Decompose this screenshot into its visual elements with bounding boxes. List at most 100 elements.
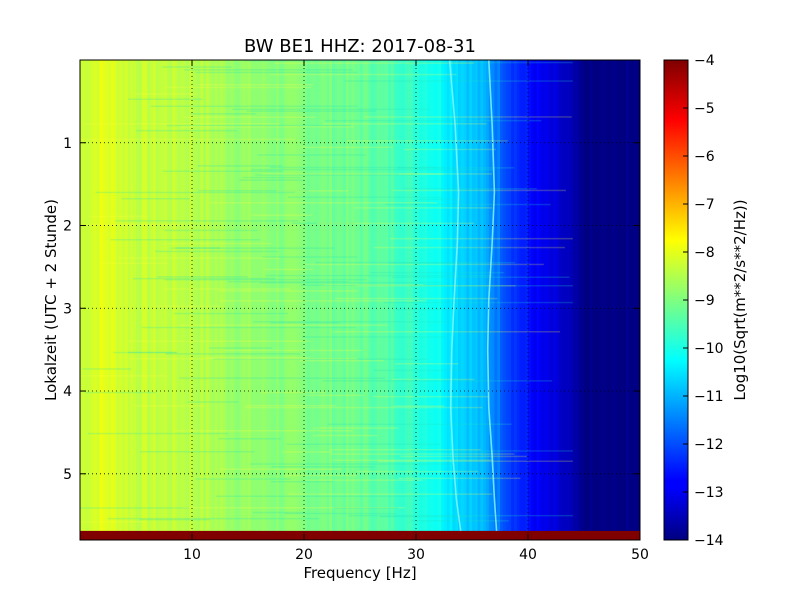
spectral-line <box>486 60 498 532</box>
spectrogram-column <box>614 60 619 540</box>
spectrogram-column <box>626 60 630 540</box>
time-texture-stripe <box>165 353 300 355</box>
time-texture-stripe <box>209 202 438 204</box>
y-tick-label: 1 <box>63 136 72 152</box>
spectrogram-column <box>278 60 283 540</box>
spectrogram-column <box>404 60 409 540</box>
time-texture-stripe <box>322 380 553 382</box>
time-texture-stripe <box>81 375 167 377</box>
spectrogram-column <box>284 60 288 540</box>
spectrogram-column <box>88 60 92 540</box>
spectrogram-column <box>600 60 605 540</box>
time-texture-stripe <box>373 369 463 372</box>
time-texture-stripe <box>306 394 364 397</box>
spectrogram-column <box>133 60 137 540</box>
spectrogram-column <box>458 60 462 540</box>
spectrogram-column <box>371 60 375 540</box>
spectrogram-column <box>203 60 207 540</box>
x-tick-label: 10 <box>183 547 201 563</box>
spectrogram-column <box>329 60 333 540</box>
time-texture-stripe <box>219 300 426 302</box>
spectrogram-column <box>418 60 423 540</box>
time-texture-stripe <box>409 285 573 287</box>
colorbar-tick-label: −5 <box>694 101 715 117</box>
spectrogram-column <box>547 60 551 540</box>
time-texture-stripe <box>373 395 490 398</box>
spectrogram-column <box>273 60 277 540</box>
spectrogram-column <box>152 60 157 540</box>
time-texture-stripe <box>251 214 313 216</box>
time-texture-stripe <box>155 250 279 253</box>
colorbar-label: Log10(Sqrt(m**2/s**2/Hz)) <box>731 199 749 400</box>
spectrogram-column <box>514 60 518 540</box>
time-texture-stripe <box>355 285 516 287</box>
spectrogram-column <box>99 60 103 540</box>
spectrogram-column <box>248 60 252 540</box>
spectrogram-column <box>348 60 353 540</box>
time-texture-stripe <box>370 271 505 274</box>
time-texture-stripe <box>284 474 358 477</box>
spectrogram-column <box>502 60 507 540</box>
spectrogram-column <box>497 60 501 540</box>
spectrogram-column <box>180 60 185 540</box>
spectrogram-column <box>315 60 319 540</box>
spectrogram-column <box>217 60 221 540</box>
spectrogram-column <box>242 60 246 540</box>
time-texture-stripe <box>190 113 256 115</box>
time-texture-stripe <box>164 288 290 290</box>
spectrogram-column <box>612 60 616 540</box>
spectrogram-column <box>169 60 173 540</box>
time-texture-stripe <box>270 322 341 324</box>
spectrogram-column <box>186 60 190 540</box>
spectrogram-column <box>430 60 434 540</box>
spectrogram-column <box>292 60 297 540</box>
spectrogram-column <box>158 60 162 540</box>
spectrogram-column <box>544 60 549 540</box>
plot-frame <box>79 59 641 541</box>
time-texture-stripe <box>392 378 475 381</box>
spectrogram-column <box>379 60 383 540</box>
spectrogram-column <box>290 60 294 540</box>
spectrogram-column <box>519 60 523 540</box>
spectrogram-plot <box>80 60 640 540</box>
spectrogram-column <box>477 60 481 540</box>
spectrogram-column <box>362 60 367 540</box>
spectrogram-column <box>542 60 546 540</box>
spectrogram-column <box>183 60 187 540</box>
spectrogram-column <box>189 60 193 540</box>
spectrogram-column <box>318 60 322 540</box>
time-texture-stripe <box>82 368 132 370</box>
time-texture-stripe <box>139 451 255 453</box>
spectrogram-column <box>388 60 392 540</box>
time-texture-stripe <box>173 312 289 315</box>
spectrogram-column <box>220 60 224 540</box>
colorbar-tick-label: −6 <box>694 149 715 165</box>
spectrogram-column <box>281 60 285 540</box>
spectrogram-column <box>200 60 204 540</box>
x-axis-ticks: 10 20 30 40 50 <box>183 60 649 563</box>
time-texture-stripe <box>305 479 423 481</box>
time-texture-stripe <box>389 262 468 264</box>
time-texture-stripe <box>209 347 272 349</box>
spectrogram-columns <box>80 60 640 540</box>
time-texture-stripe <box>262 173 444 175</box>
spectrogram-column <box>136 60 140 540</box>
time-texture-stripe <box>141 326 356 329</box>
spectrogram-column <box>264 60 269 540</box>
y-tick-label: 2 <box>63 219 72 235</box>
spectrogram-column <box>326 60 330 540</box>
time-texture-stripe <box>218 438 281 440</box>
spectrogram-column <box>225 60 229 540</box>
spectrogram-column <box>166 60 171 540</box>
time-texture-stripe <box>115 220 299 222</box>
spectrogram-column <box>119 60 123 540</box>
spectrogram-column <box>236 60 241 540</box>
time-texture-stripe <box>213 358 428 360</box>
time-texture-stripe <box>128 98 203 100</box>
spectrogram-column <box>127 60 131 540</box>
time-texture-stripe <box>334 297 498 300</box>
time-texture-stripe <box>400 455 527 458</box>
spectrogram-column <box>396 60 400 540</box>
spectrogram-column <box>558 60 563 540</box>
spectrogram-column <box>480 60 484 540</box>
